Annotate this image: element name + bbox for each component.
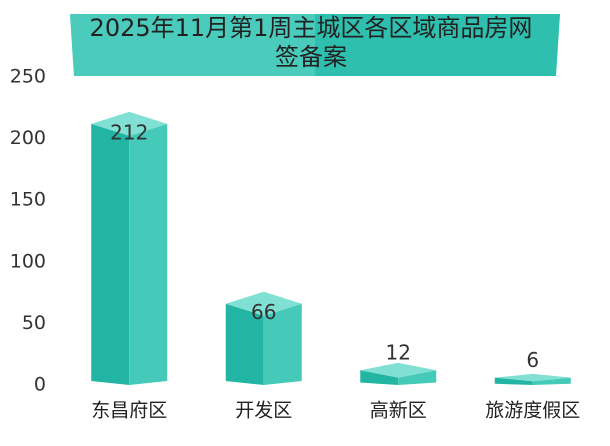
bar [225,291,302,385]
data-label: 66 [251,300,276,324]
bar [360,362,437,385]
chart-title: 2025年11月第1周主城区各区域商品房网签备案 [89,14,533,71]
y-tick-label: 0 [34,374,46,396]
x-tick-label: 开发区 [235,400,292,422]
y-tick-label: 50 [22,312,46,334]
bar-top-face [225,291,302,316]
y-tick-label: 250 [10,66,46,88]
bar-left-face [360,370,399,385]
bar-right-face [398,370,437,385]
data-label: 12 [386,341,411,365]
bar-left-face [91,123,130,385]
bar-right-face [532,377,571,385]
bar-top-face [360,362,437,378]
bar [91,111,168,385]
y-tick-label: 150 [10,189,46,211]
bar-left-face [494,377,533,385]
bar-right-face [263,303,302,385]
bar-right-face [129,123,168,385]
bar-top-face [91,111,168,136]
x-tick-label: 东昌府区 [91,400,167,422]
bar-left-face [225,303,264,385]
y-tick-label: 100 [10,250,46,272]
data-label: 6 [526,348,539,372]
title-banner-shade [70,14,315,76]
y-tick-label: 200 [10,127,46,149]
bar [494,373,571,385]
data-label: 212 [110,120,148,144]
x-tick-label: 旅游度假区 [485,400,580,422]
bar-top-face [494,373,571,382]
x-tick-label: 高新区 [370,400,427,422]
